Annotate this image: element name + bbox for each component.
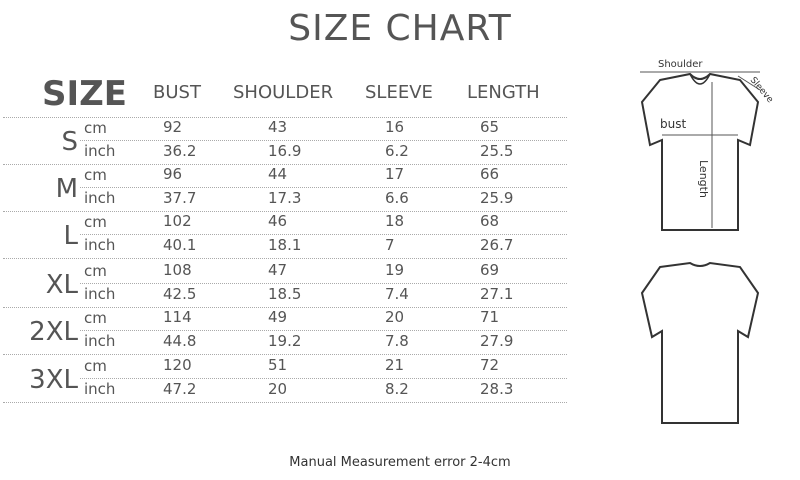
size-label: 3XL [29,365,78,395]
unit-inch: inch [84,236,116,254]
bust-label: bust [660,117,686,131]
cell-cm: 46 [268,212,288,230]
row-subdivider [80,378,567,379]
unit-inch: inch [84,189,116,207]
cell-cm: 120 [163,356,192,374]
row-divider [3,211,567,212]
cell-inch: 20 [268,380,288,398]
tshirt-back-diagram [640,261,760,424]
cell-cm: 68 [480,212,500,230]
cell-cm: 47 [268,261,288,279]
cell-cm: 92 [163,118,183,136]
cell-cm: 44 [268,165,288,183]
cell-inch: 47.2 [163,380,197,398]
cell-cm: 65 [480,118,500,136]
size-label: XL [45,270,78,300]
cell-cm: 51 [268,356,288,374]
cell-inch: 37.7 [163,189,197,207]
tshirt-front-diagram: Shoulder Sleeve bust Length [640,59,775,231]
tshirt-back-icon [640,261,760,424]
cell-cm: 69 [480,261,500,279]
cell-cm: 18 [385,212,405,230]
cell-cm: 96 [163,165,183,183]
cell-inch: 7.4 [385,285,409,303]
unit-cm: cm [84,213,107,231]
cell-inch: 36.2 [163,142,197,160]
cell-inch: 25.5 [480,142,514,160]
cell-inch: 17.3 [268,189,302,207]
cell-cm: 102 [163,212,192,230]
size-label: L [63,221,79,251]
column-header-shoulder: SHOULDER [233,82,334,103]
row-subdivider [80,234,567,235]
cell-inch: 7.8 [385,332,409,350]
row-divider [3,307,567,308]
unit-inch: inch [84,142,116,160]
cell-cm: 71 [480,308,500,326]
cell-inch: 42.5 [163,285,197,303]
unit-cm: cm [84,119,107,137]
shoulder-label: Shoulder [658,59,703,70]
row-divider [3,164,567,165]
measurement-note: Manual Measurement error 2-4cm [289,455,511,470]
column-header-bust: BUST [153,82,201,103]
cell-cm: 17 [385,165,405,183]
size-label: S [61,127,78,157]
row-subdivider [80,187,567,188]
row-divider [3,258,567,259]
cell-cm: 72 [480,356,500,374]
cell-inch: 26.7 [480,236,514,254]
cell-inch: 8.2 [385,380,409,398]
cell-inch: 18.1 [268,236,302,254]
cell-inch: 28.3 [480,380,514,398]
row-divider [3,402,567,403]
unit-inch: inch [84,285,116,303]
length-label: Length [697,160,710,198]
unit-cm: cm [84,166,107,184]
unit-inch: inch [84,332,116,350]
column-header-length: LENGTH [467,82,540,103]
row-subdivider [80,330,567,331]
cell-cm: 20 [385,308,405,326]
sleeve-label: Sleeve [748,76,775,106]
unit-inch: inch [84,380,116,398]
row-divider [3,354,567,355]
cell-cm: 108 [163,261,192,279]
unit-cm: cm [84,309,107,327]
cell-inch: 27.1 [480,285,514,303]
row-subdivider [80,140,567,141]
row-divider [3,117,567,118]
unit-cm: cm [84,262,107,280]
cell-cm: 66 [480,165,500,183]
page-title: SIZE CHART [288,8,512,49]
tshirt-front-icon [640,72,760,231]
cell-inch: 25.9 [480,189,514,207]
size-label: M [55,174,78,204]
unit-cm: cm [84,357,107,375]
cell-inch: 44.8 [163,332,197,350]
cell-cm: 16 [385,118,405,136]
cell-inch: 18.5 [268,285,302,303]
cell-inch: 27.9 [480,332,514,350]
size-label: 2XL [29,317,78,347]
cell-inch: 40.1 [163,236,197,254]
cell-cm: 43 [268,118,288,136]
cell-inch: 6.2 [385,142,409,160]
cell-inch: 16.9 [268,142,302,160]
cell-inch: 19.2 [268,332,302,350]
cell-cm: 114 [163,308,192,326]
column-header-sleeve: SLEEVE [365,82,433,103]
size-header: SIZE [42,74,128,114]
cell-cm: 19 [385,261,405,279]
cell-inch: 6.6 [385,189,409,207]
row-subdivider [80,283,567,284]
cell-cm: 49 [268,308,288,326]
cell-inch: 7 [385,236,395,254]
cell-cm: 21 [385,356,405,374]
